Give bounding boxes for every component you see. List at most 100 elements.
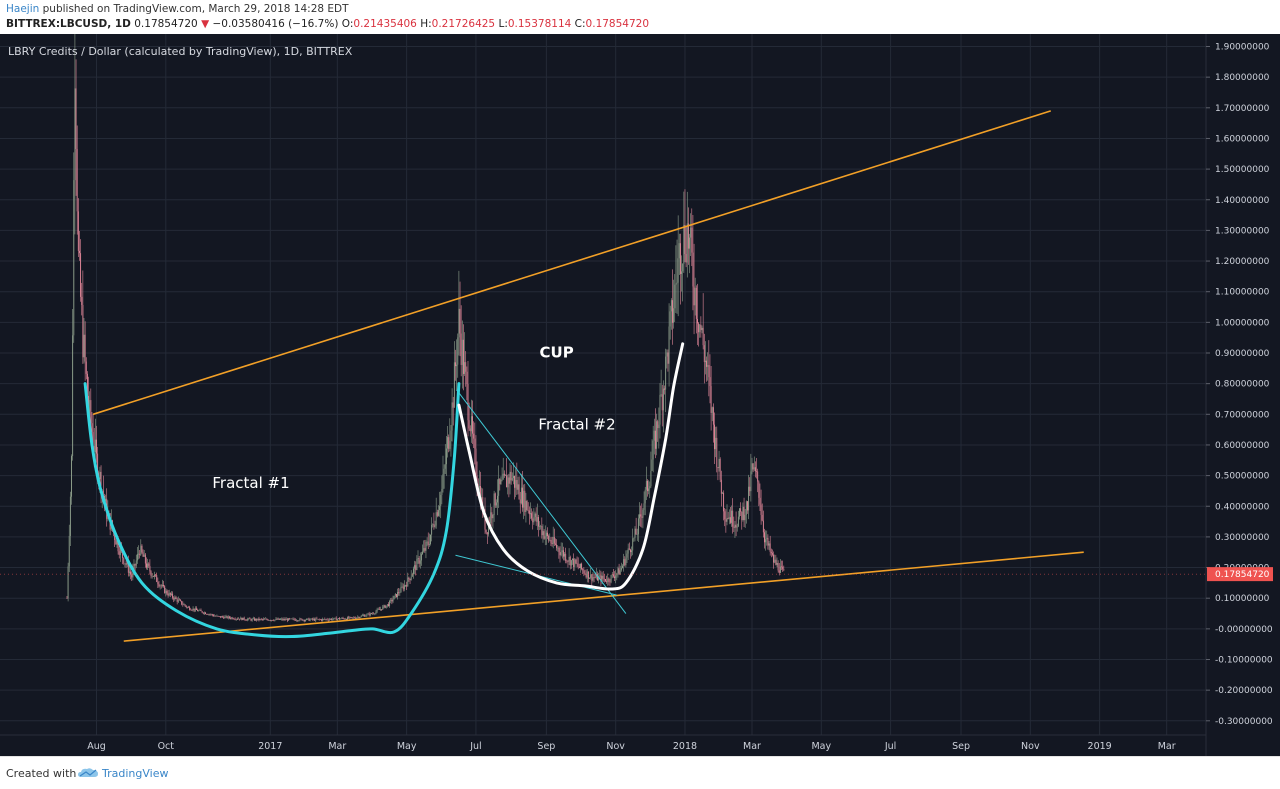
y-tick-label: 0.30000000 — [1215, 533, 1270, 543]
candle-body — [311, 618, 313, 620]
candle-body — [135, 560, 137, 566]
candle-body — [157, 581, 159, 585]
candle-body — [652, 440, 654, 460]
candle-body — [397, 592, 399, 598]
candle-body — [732, 510, 734, 527]
candle-body — [700, 324, 702, 331]
candle-body — [549, 539, 551, 541]
annotation-label[interactable]: Fractal #2 — [538, 416, 615, 434]
candle-body — [411, 574, 413, 577]
candle-body — [99, 471, 101, 480]
candle-body — [654, 430, 656, 449]
candle-body — [759, 497, 761, 505]
curve-layer[interactable] — [83, 342, 685, 639]
candle-body — [239, 618, 241, 620]
candle-body — [308, 618, 310, 621]
candle-body — [754, 467, 756, 472]
price-axis[interactable]: 1.90000000 1.80000000 1.70000000 1.60000000… — [1206, 43, 1273, 727]
fractal-2-curve[interactable] — [457, 342, 685, 591]
candle-body — [598, 576, 600, 581]
close-label: C: — [574, 18, 586, 30]
candle-body — [756, 471, 757, 472]
candle-body — [369, 613, 371, 616]
chart-area[interactable]: CUP Fractal #2 Fractal #1 LBRY Credits / D… — [0, 34, 1280, 756]
trendline-layer[interactable] — [92, 110, 1084, 642]
candle-body — [173, 597, 175, 600]
candle-body — [118, 551, 120, 555]
x-tick-label: May — [811, 741, 831, 752]
lower-support-line[interactable] — [123, 551, 1084, 642]
y-tick-label: 1.90000000 — [1215, 43, 1270, 53]
annotation-label[interactable]: Fractal #1 — [212, 474, 289, 492]
candle-body — [539, 526, 541, 527]
fractal-1-downtrend-line[interactable] — [456, 389, 627, 614]
candle-body — [668, 326, 670, 364]
candle-body — [186, 607, 188, 608]
upper-resistance-line[interactable] — [92, 110, 1052, 416]
candle-body — [81, 296, 83, 305]
candle-body — [406, 585, 408, 587]
tradingview-link[interactable]: TradingView — [102, 767, 169, 780]
candle-body — [720, 479, 722, 494]
candle-body — [556, 544, 558, 548]
candle-body — [460, 333, 462, 365]
price-tag-label: 0.17854720 — [1215, 570, 1270, 580]
candle-body — [777, 563, 779, 571]
candle-body — [378, 609, 380, 610]
candle-body — [749, 486, 751, 492]
candle-body — [592, 577, 594, 581]
candle-body — [261, 619, 263, 620]
x-tick-label: May — [397, 741, 417, 752]
annotation-layer[interactable]: CUP Fractal #2 Fractal #1 — [212, 344, 615, 492]
candle-body — [434, 525, 436, 527]
candle-body — [216, 615, 218, 617]
candle-body — [198, 610, 200, 612]
candle-body — [567, 561, 569, 562]
candle-body — [192, 608, 194, 611]
annotation-label[interactable]: CUP — [540, 344, 574, 362]
candle-body — [564, 553, 566, 557]
candle-body — [191, 610, 193, 611]
author-link[interactable]: Haejin — [6, 3, 40, 15]
candle-body — [550, 539, 552, 544]
candle-body — [360, 615, 362, 618]
candle-body — [385, 605, 387, 608]
y-tick-label: -0.00000000 — [1215, 625, 1273, 635]
time-axis[interactable]: Aug Oct 2017 Mar May Jul Sep Nov 2018 Mar May Jul Se… — [87, 741, 1175, 752]
candle-body — [175, 597, 177, 599]
candle-body — [631, 550, 633, 553]
candle-body — [365, 615, 367, 617]
candle-body — [283, 619, 285, 621]
candle-body — [651, 459, 653, 471]
candle-body — [303, 619, 305, 621]
candle-body — [485, 529, 487, 533]
fractal-1-curve[interactable] — [83, 382, 461, 639]
candle-body — [234, 619, 236, 620]
candle-body — [180, 600, 182, 601]
candle-body — [258, 618, 260, 621]
candle-body — [558, 547, 560, 553]
candle-body — [267, 619, 269, 621]
candle-body — [451, 402, 453, 431]
candle-body — [771, 553, 773, 555]
candle-body — [126, 562, 128, 565]
candle-body — [211, 614, 213, 616]
candle-body — [644, 489, 646, 504]
candle-body — [151, 575, 153, 577]
candle-body — [130, 571, 132, 575]
candle-body — [548, 535, 550, 541]
candle-body — [491, 512, 493, 519]
y-tick-label: -0.30000000 — [1215, 717, 1273, 727]
candle-body — [390, 599, 392, 602]
candle-body — [156, 575, 158, 582]
candle-body — [674, 284, 676, 309]
candle-body — [84, 334, 86, 362]
candle-body — [628, 548, 630, 550]
candle-body — [667, 352, 669, 364]
candle-body — [602, 575, 604, 579]
candle-body — [577, 563, 579, 567]
candle-body — [230, 617, 232, 619]
candle-body — [124, 563, 126, 565]
candle-body — [392, 599, 394, 602]
candle-body — [782, 566, 784, 570]
